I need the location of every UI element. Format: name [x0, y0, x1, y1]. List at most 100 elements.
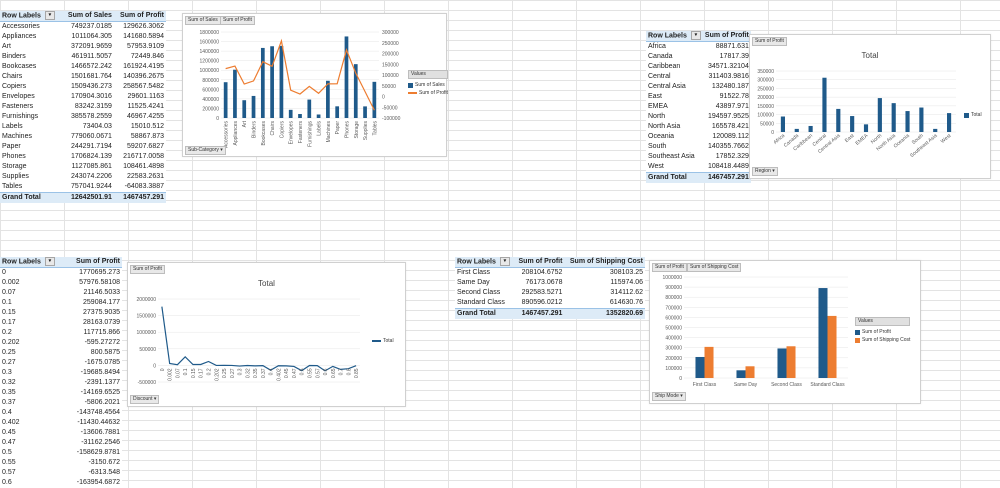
value-cell[interactable]: 292583.5271 — [521, 289, 563, 297]
value-cell[interactable]: 11525.4241 — [127, 103, 164, 111]
table-row[interactable]: 0.202 -595.27272 — [0, 338, 122, 348]
row-label-cell[interactable]: Storage — [2, 163, 27, 171]
row-label-cell[interactable]: First Class — [457, 269, 491, 277]
value-cell[interactable]: 1501681.764 — [71, 73, 112, 81]
table-row[interactable]: East 91522.78 — [646, 92, 751, 102]
row-label-cell[interactable]: 0.5 — [2, 449, 12, 457]
grand-total-label[interactable]: Grand Total — [455, 308, 515, 320]
row-label-cell[interactable]: Oceania — [648, 133, 675, 141]
table-row[interactable]: 0.35 -14169.6525 — [0, 388, 122, 398]
table-row[interactable]: West 108418.4489 — [646, 162, 751, 173]
table-row[interactable]: 0.17 28163.0739 — [0, 318, 122, 328]
value-cell[interactable]: 88871.631 — [715, 43, 749, 51]
row-label-cell[interactable]: 0.3 — [2, 369, 12, 377]
value-cell[interactable]: 1011064.305 — [71, 33, 112, 41]
legend-title[interactable]: Values — [855, 317, 911, 326]
field-button-sum-of-profit[interactable]: Sum of Profit — [752, 37, 787, 46]
row-label-cell[interactable]: Art — [2, 43, 11, 51]
value-cell[interactable]: 1706824.139 — [71, 153, 112, 161]
value-cell[interactable]: -31162.2546 — [81, 439, 120, 447]
value-cell[interactable]: 385578.2559 — [71, 113, 112, 121]
value-cell[interactable]: 890596.0212 — [521, 299, 563, 307]
table-row[interactable]: 0.6 -163954.6872 — [0, 478, 122, 488]
value-cell[interactable]: 91522.78 — [719, 93, 749, 101]
value-cell[interactable]: 165578.421 — [711, 123, 749, 131]
table-row[interactable]: 0.55 -3150.672 — [0, 458, 122, 468]
row-label-cell[interactable]: 0.15 — [2, 309, 16, 317]
row-label-cell[interactable]: 0.17 — [2, 319, 16, 327]
row-labels-header[interactable]: Row Labels ▾ — [0, 257, 67, 269]
row-label-cell[interactable]: Africa — [648, 43, 666, 51]
field-button-region[interactable]: Region ▾ — [752, 167, 778, 176]
value-cell[interactable]: 120089.112 — [712, 133, 749, 141]
table-row[interactable]: Same Day 76173.0678 115974.06 — [455, 278, 645, 288]
row-label-cell[interactable]: Canada — [648, 53, 673, 61]
field-button-sum-of-profit[interactable]: Sum of Profit — [220, 16, 255, 25]
row-label-cell[interactable]: Caribbean — [648, 63, 681, 71]
field-button-ship-mode[interactable]: Ship Mode ▾ — [652, 392, 686, 401]
value-cell[interactable]: 58867.873 — [130, 133, 164, 141]
table-row[interactable]: Oceania 120089.112 — [646, 132, 751, 142]
table-row[interactable]: Second Class 292583.5271 314112.62 — [455, 288, 645, 298]
row-label-cell[interactable]: Appliances — [2, 33, 37, 41]
grand-total-row[interactable]: Grand Total 1467457.291 1352820.69 — [455, 308, 645, 320]
table-row[interactable]: North 194597.9525 — [646, 112, 751, 122]
value-cell[interactable]: 140355.7662 — [707, 143, 749, 151]
field-button-sum-of-profit[interactable]: Sum of Profit — [652, 263, 687, 272]
row-label-cell[interactable]: 0.27 — [2, 359, 16, 367]
value-cell[interactable]: 208104.6752 — [521, 269, 563, 277]
filter-dropdown-icon[interactable]: ▾ — [499, 257, 510, 266]
row-label-cell[interactable]: Envelopes — [2, 93, 35, 101]
grand-total-row[interactable]: Grand Total 12642501.91 1467457.291 — [0, 192, 166, 204]
row-label-cell[interactable]: 0.35 — [2, 389, 16, 397]
field-button-discount[interactable]: Discount ▾ — [130, 395, 160, 404]
value-cell[interactable]: 15010.512 — [130, 123, 164, 131]
value-cell[interactable]: 57953.9109 — [127, 43, 164, 51]
row-label-cell[interactable]: Second Class — [457, 289, 501, 297]
row-label-cell[interactable]: 0.25 — [2, 349, 16, 357]
row-label-cell[interactable]: Central Asia — [648, 83, 686, 91]
table-row[interactable]: 0 1770695.273 — [0, 268, 122, 279]
table-row[interactable]: 0.25 800.5875 — [0, 348, 122, 358]
row-label-cell[interactable]: North — [648, 113, 666, 121]
table-row[interactable]: Tables 757041.9244 -64083.3887 — [0, 182, 166, 193]
row-label-cell[interactable]: Machines — [2, 133, 32, 141]
table-row[interactable]: Supplies 243074.2206 22583.2631 — [0, 172, 166, 182]
value-cell[interactable]: 34571.32104 — [707, 63, 749, 71]
value-cell[interactable]: 1509436.273 — [71, 83, 112, 91]
value-cell[interactable]: -3150.672 — [88, 459, 120, 467]
grand-total-label[interactable]: Grand Total — [646, 172, 703, 184]
row-label-cell[interactable]: Phones — [2, 153, 26, 161]
value-cell[interactable]: 117715.866 — [83, 329, 120, 337]
value-cell[interactable]: 1770695.273 — [79, 269, 120, 277]
table-row[interactable]: 0.47 -31162.2546 — [0, 438, 122, 448]
table-row[interactable]: Accessories 749237.0185 129626.3062 — [0, 22, 166, 33]
value-cell[interactable]: 800.5875 — [90, 349, 120, 357]
discount-profit-line-chart[interactable]: Sum of Profit Total 2000000 1500000 100000… — [127, 262, 406, 407]
table-row[interactable]: Binders 461911.5057 72449.846 — [0, 52, 166, 62]
value-cell[interactable]: 161924.4195 — [123, 63, 164, 71]
table-row[interactable]: Appliances 1011064.305 141680.5894 — [0, 32, 166, 42]
value-cell[interactable]: 614630.76 — [609, 299, 643, 307]
row-label-cell[interactable]: Same Day — [457, 279, 490, 287]
grand-total-value[interactable]: 12642501.91 — [61, 192, 114, 204]
value-cell[interactable]: 243074.2206 — [71, 173, 112, 181]
table-row[interactable]: Caribbean 34571.32104 — [646, 62, 751, 72]
row-label-cell[interactable]: 0.07 — [2, 289, 16, 297]
table-row[interactable]: 0.5 -158629.8781 — [0, 448, 122, 458]
value-cell[interactable]: -595.27272 — [84, 339, 120, 347]
row-label-cell[interactable]: 0.47 — [2, 439, 16, 447]
value-cell[interactable]: 308103.25 — [609, 269, 643, 277]
row-label-cell[interactable]: 0 — [2, 269, 6, 277]
value-cell[interactable]: 314112.62 — [610, 289, 643, 297]
value-cell[interactable]: 76173.0678 — [525, 279, 563, 287]
value-cell[interactable]: 129626.3062 — [123, 23, 164, 31]
table-row[interactable]: Central 311403.9816 — [646, 72, 751, 82]
value-cell[interactable]: 132480.187 — [711, 83, 749, 91]
table-row[interactable]: Copiers 1509436.273 258567.5482 — [0, 82, 166, 92]
table-row[interactable]: 0.32 -2391.1377 — [0, 378, 122, 388]
value-cell[interactable]: 141680.5894 — [123, 33, 164, 41]
grand-total-value[interactable]: 1352820.69 — [564, 308, 645, 320]
value-cell[interactable]: 194597.9525 — [707, 113, 749, 121]
row-label-cell[interactable]: 0.2 — [2, 329, 12, 337]
